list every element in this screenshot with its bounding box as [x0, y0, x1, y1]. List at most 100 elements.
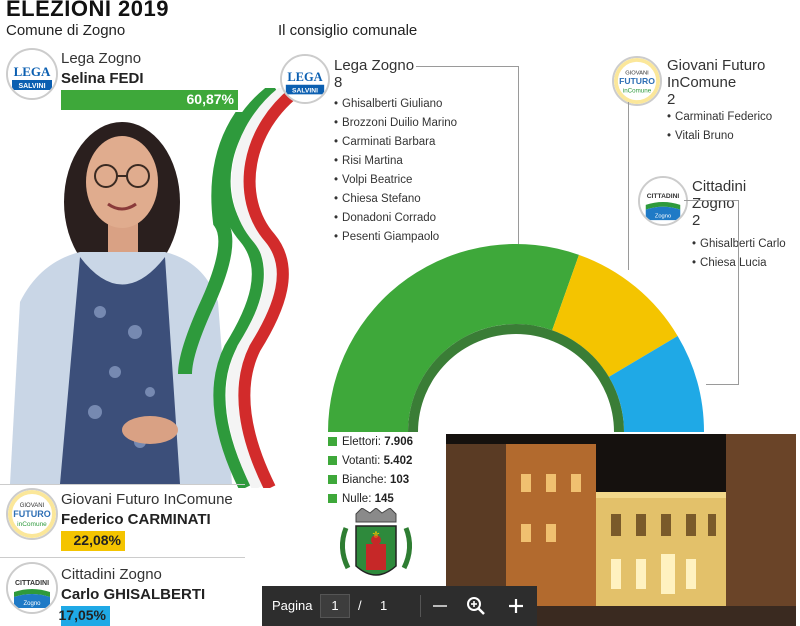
chart-segment-lega-zogno	[328, 244, 579, 432]
leader-line	[738, 200, 739, 384]
svg-text:Zogno: Zogno	[23, 601, 41, 607]
council-member-list: Ghisalberti Carlo Chiesa Lucia	[692, 235, 786, 273]
magnifier-plus-icon	[467, 597, 485, 615]
giovani-futuro-incomune-logo: GIOVANI FUTURO inComune	[612, 56, 662, 106]
bullet-square-icon	[328, 494, 337, 503]
council-member: Carminati Federico	[667, 108, 772, 127]
svg-text:FUTURO: FUTURO	[13, 509, 51, 519]
council-title: Il consiglio comunale	[278, 22, 418, 39]
svg-text:CITTADINI: CITTADINI	[15, 580, 49, 587]
stat-row: Elettori: 7.906	[328, 433, 413, 452]
council-member: Ghisalberti Giuliano	[334, 95, 457, 114]
turnout-stats: Elettori: 7.906 Votanti: 5.402 Bianche: …	[328, 433, 413, 509]
candidate-photo	[0, 88, 265, 484]
page-label: Pagina	[272, 598, 313, 613]
council-member-list: Ghisalberti Giuliano Brozzoni Duilio Mar…	[334, 95, 457, 247]
zoom-in-button[interactable]	[504, 594, 528, 618]
council-party-name-line: InComune	[667, 74, 737, 91]
svg-text:inComune: inComune	[17, 521, 47, 528]
svg-text:LEGA: LEGA	[287, 70, 322, 84]
council-member: Volpi Beatrice	[334, 171, 457, 190]
page-toolbar: Pagina 1 / 1	[262, 586, 537, 626]
candidate-name: Selina FEDI	[61, 70, 144, 87]
stat-value: 145	[374, 493, 394, 505]
candidate-party: Cittadini Zogno	[61, 566, 162, 583]
council-member: Brozzoni Duilio Marino	[334, 114, 457, 133]
page-title: ELEZIONI 2019	[6, 0, 170, 21]
candidate-name: Carlo GHISALBERTI	[61, 586, 206, 603]
divider	[0, 484, 245, 485]
candidate-percentage-bar: 17,05%	[58, 606, 110, 626]
cittadini-zogno-logo: CITTADINI Zogno	[638, 176, 688, 226]
svg-text:CITTADINI: CITTADINI	[647, 193, 680, 200]
zoom-out-button[interactable]	[428, 594, 452, 618]
stat-value: 5.402	[383, 455, 413, 467]
zoom-button[interactable]	[464, 594, 488, 618]
comune-subtitle: Comune di Zogno	[6, 22, 126, 39]
candidate-party: Giovani Futuro InComune	[61, 491, 233, 508]
council-party-name: Cittadini Zogno	[692, 178, 746, 212]
seat-distribution-chart	[328, 244, 704, 432]
svg-text:GIOVANI: GIOVANI	[625, 70, 649, 76]
page-separator: /	[358, 598, 362, 613]
leader-line	[706, 384, 739, 385]
council-seat-count: 8	[334, 74, 343, 91]
town-hall-photo	[446, 434, 796, 626]
coat-of-arms-emblem: ⚜	[330, 507, 422, 598]
stat-value: 7.906	[384, 436, 413, 448]
council-member: Pesenti Giampaolo	[334, 228, 457, 247]
council-member-list: Carminati Federico Vitali Bruno	[667, 108, 772, 146]
stat-value: 103	[389, 474, 410, 486]
bullet-square-icon	[328, 475, 337, 484]
council-party-name-line: Zogno	[692, 195, 735, 212]
chart-segment-giovani-futuro	[552, 254, 678, 377]
italian-flag-ribbon	[200, 83, 330, 491]
stat-label: Nulle:	[342, 493, 372, 505]
candidate-name: Federico CARMINATI	[61, 511, 211, 528]
svg-text:inComune: inComune	[623, 88, 652, 95]
chart-segment-cittadini-zogno	[608, 336, 704, 432]
leader-line	[416, 66, 519, 67]
divider	[0, 557, 245, 558]
council-member: Risi Martina	[334, 152, 457, 171]
council-member: Vitali Bruno	[667, 127, 772, 146]
stat-row: Nulle: 145	[328, 490, 413, 509]
page-number-input[interactable]: 1	[320, 594, 350, 618]
candidate-percentage-bar: 22,08%	[61, 531, 125, 551]
council-member: Chiesa Stefano	[334, 190, 457, 209]
stat-row: Bianche: 103	[328, 471, 413, 490]
council-seat-count: 2	[667, 91, 676, 108]
council-member: Carminati Barbara	[334, 133, 457, 152]
svg-text:⚜: ⚜	[372, 530, 381, 541]
svg-text:LEGA: LEGA	[14, 64, 51, 79]
svg-text:FUTURO: FUTURO	[619, 76, 655, 86]
candidate-percentage: 22,08%	[73, 532, 121, 548]
svg-text:SALVINI: SALVINI	[18, 83, 45, 90]
council-seat-count: 2	[692, 212, 701, 229]
council-party-name-line: Giovani Futuro	[667, 57, 766, 74]
bullet-square-icon	[328, 456, 337, 465]
leader-line	[684, 200, 738, 201]
bullet-square-icon	[328, 437, 337, 446]
lega-salvini-logo: LEGA SALVINI	[280, 54, 330, 104]
toolbar-divider	[420, 595, 421, 617]
council-member: Donadoni Corrado	[334, 209, 457, 228]
plus-icon	[509, 599, 523, 613]
candidate-percentage-bar: 60,87%	[61, 90, 238, 110]
stat-label: Elettori:	[342, 436, 381, 448]
council-party-name-line: Cittadini	[692, 178, 747, 195]
council-member: Chiesa Lucia	[692, 254, 786, 273]
stat-label: Votanti:	[342, 455, 381, 467]
candidate-percentage: 17,05%	[58, 607, 106, 623]
giovani-futuro-incomune-logo: GIOVANI FUTURO inComune	[6, 488, 58, 540]
svg-text:SALVINI: SALVINI	[292, 87, 318, 94]
stat-label: Bianche:	[342, 474, 387, 486]
cittadini-zogno-logo: CITTADINI Zogno	[6, 562, 58, 614]
lega-salvini-logo: LEGA SALVINI	[6, 48, 58, 100]
council-party-name: Giovani Futuro InComune	[667, 57, 765, 91]
council-party-name: Lega Zogno	[334, 57, 415, 74]
candidate-party: Lega Zogno	[61, 50, 142, 67]
council-member: Ghisalberti Carlo	[692, 235, 786, 254]
stat-row: Votanti: 5.402	[328, 452, 413, 471]
svg-text:GIOVANI: GIOVANI	[20, 503, 45, 509]
